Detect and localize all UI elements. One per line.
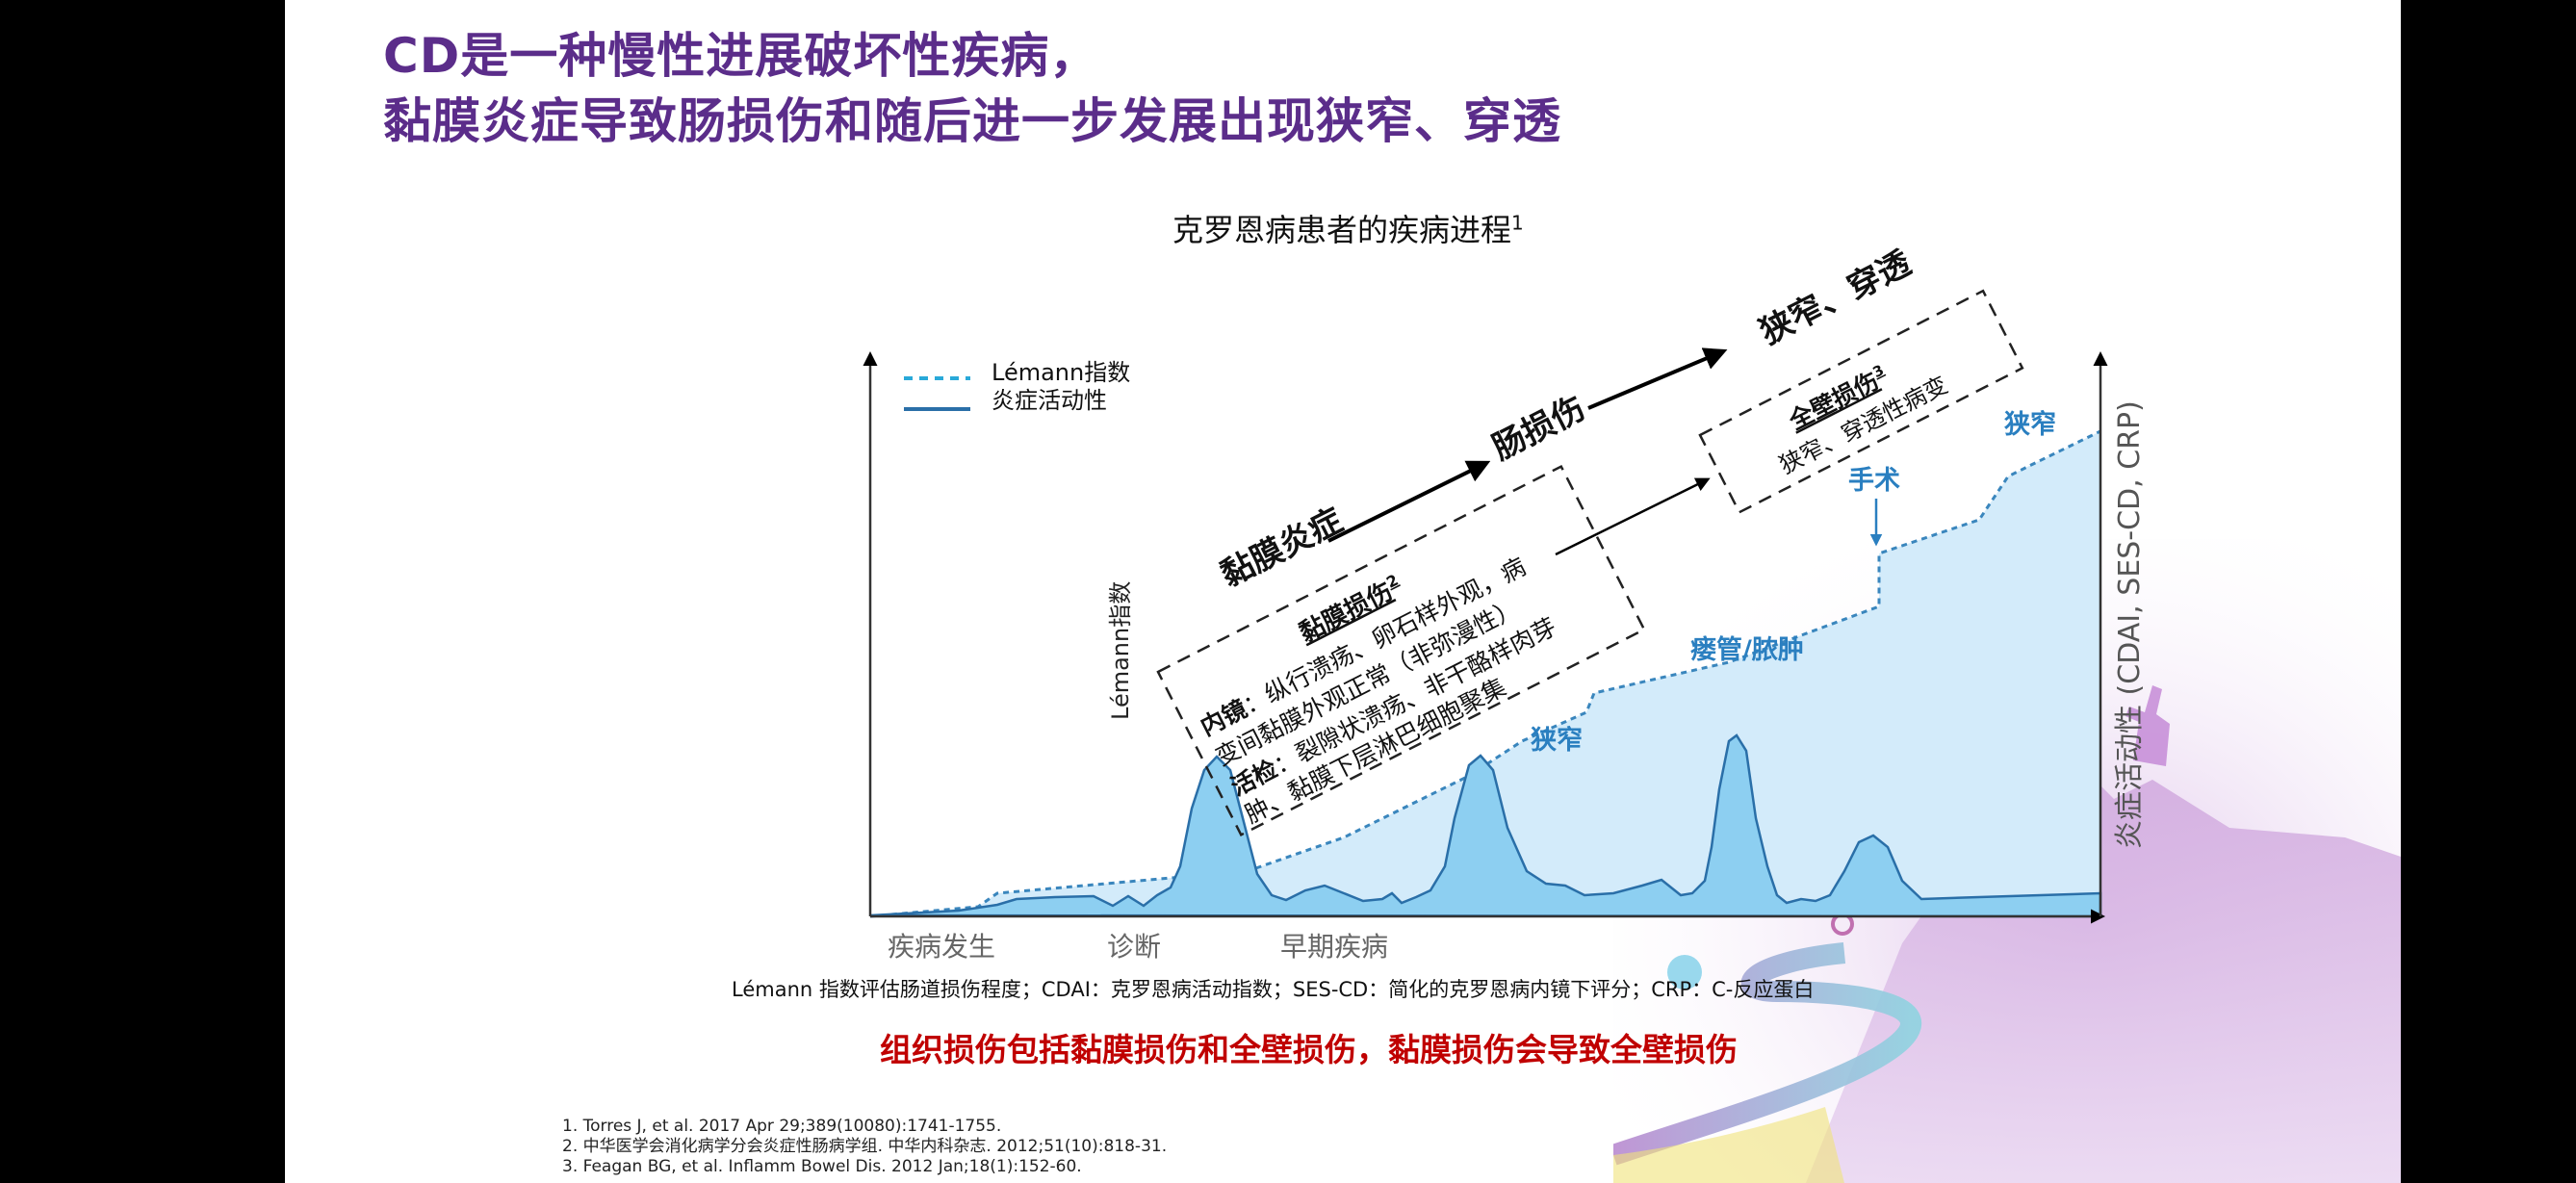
- reference-1: 1. Torres J, et al. 2017 Apr 29;389(1008…: [562, 1117, 1002, 1136]
- disease-progression-chart: Lémann指数 炎症活动性 黏膜炎症 肠损伤 狭窄、穿透 黏膜损伤2 内镜：纵…: [863, 244, 2147, 963]
- reference-2: 2. 中华医学会消化病学分会炎症性肠病学组. 中华内科杂志. 2012;51(1…: [562, 1137, 1168, 1156]
- x-label-diagnosis: 诊断: [1107, 931, 1161, 963]
- chart-title-text: 克罗恩病患者的疾病进程: [1172, 212, 1512, 248]
- lemann-area: [870, 431, 2100, 916]
- abbreviations-footnote: Lémann 指数评估肠道损伤程度；CDAI：克罗恩病活动指数；SES-CD：简…: [732, 978, 1815, 1001]
- reference-3: 3. Feagan BG, et al. Inflamm Bowel Dis. …: [562, 1157, 1082, 1176]
- annotation-surgery: 手术: [1848, 466, 1900, 496]
- conclusion-text: 组织损伤包括黏膜损伤和全壁损伤，黏膜损伤会导致全壁损伤: [880, 1031, 1738, 1068]
- arrow-mucosal-to-bowel: [1327, 460, 1491, 543]
- inflammation-area: [869, 733, 2102, 918]
- slide: CD是一种慢性进展破坏性疾病， 黏膜炎症导致肠损伤和随后进一步发展出现狭窄、穿透…: [285, 0, 2401, 1183]
- title-line-2: 黏膜炎症导致肠损伤和随后进一步发展出现狭窄、穿透: [383, 93, 1561, 149]
- title-line-1: CD是一种慢性进展破坏性疾病，: [383, 28, 1099, 84]
- stage-stricture-penetration: 狭窄、穿透: [1754, 244, 1919, 352]
- stage-bowel-damage: 肠损伤: [1486, 389, 1591, 468]
- arrow-bowel-to-stricture: [1587, 347, 1728, 410]
- annotation-stricture-1: 狭窄: [1530, 725, 1583, 756]
- chart-title-sup: 1: [1511, 211, 1524, 235]
- x-label-early-disease: 早期疾病: [1280, 931, 1388, 963]
- slide-title: CD是一种慢性进展破坏性疾病， 黏膜炎症导致肠损伤和随后进一步发展出现狭窄、穿透: [383, 23, 1561, 154]
- x-label-onset: 疾病发生: [888, 931, 995, 963]
- lemann-line: [869, 429, 2101, 918]
- annotation-fistula: 瘘管/脓肿: [1690, 635, 1804, 665]
- right-axis-label: 炎症活动性 (CDAI, SES-CD, CRP): [2113, 400, 2147, 849]
- annotation-stricture-2: 狭窄: [2003, 409, 2056, 440]
- left-axis-label: Lémann指数: [1107, 581, 1134, 720]
- references: 1. Torres J, et al. 2017 Apr 29;389(1008…: [562, 1117, 1167, 1177]
- stage-mucosal-inflammation: 黏膜炎症: [1215, 501, 1349, 595]
- arrow-box-to-box: [1555, 477, 1711, 556]
- chart-title: 克罗恩病患者的疾病进程1: [1172, 206, 1524, 250]
- legend-label-inflammation: 炎症活动性: [992, 387, 1107, 414]
- legend-label-lemann: Lémann指数: [992, 359, 1130, 386]
